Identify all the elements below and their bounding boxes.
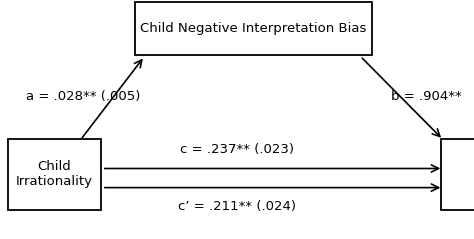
Text: a = .028** (.005): a = .028** (.005) xyxy=(26,90,140,103)
FancyBboxPatch shape xyxy=(441,139,474,210)
Text: c’ = .211** (.024): c’ = .211** (.024) xyxy=(178,200,296,213)
Text: b = .904**: b = .904** xyxy=(391,90,462,103)
FancyBboxPatch shape xyxy=(135,2,372,55)
FancyBboxPatch shape xyxy=(8,139,100,210)
Text: Child Negative Interpretation Bias: Child Negative Interpretation Bias xyxy=(140,22,367,35)
Text: Child
Irrationality: Child Irrationality xyxy=(16,160,93,189)
Text: c = .237** (.023): c = .237** (.023) xyxy=(180,143,294,156)
